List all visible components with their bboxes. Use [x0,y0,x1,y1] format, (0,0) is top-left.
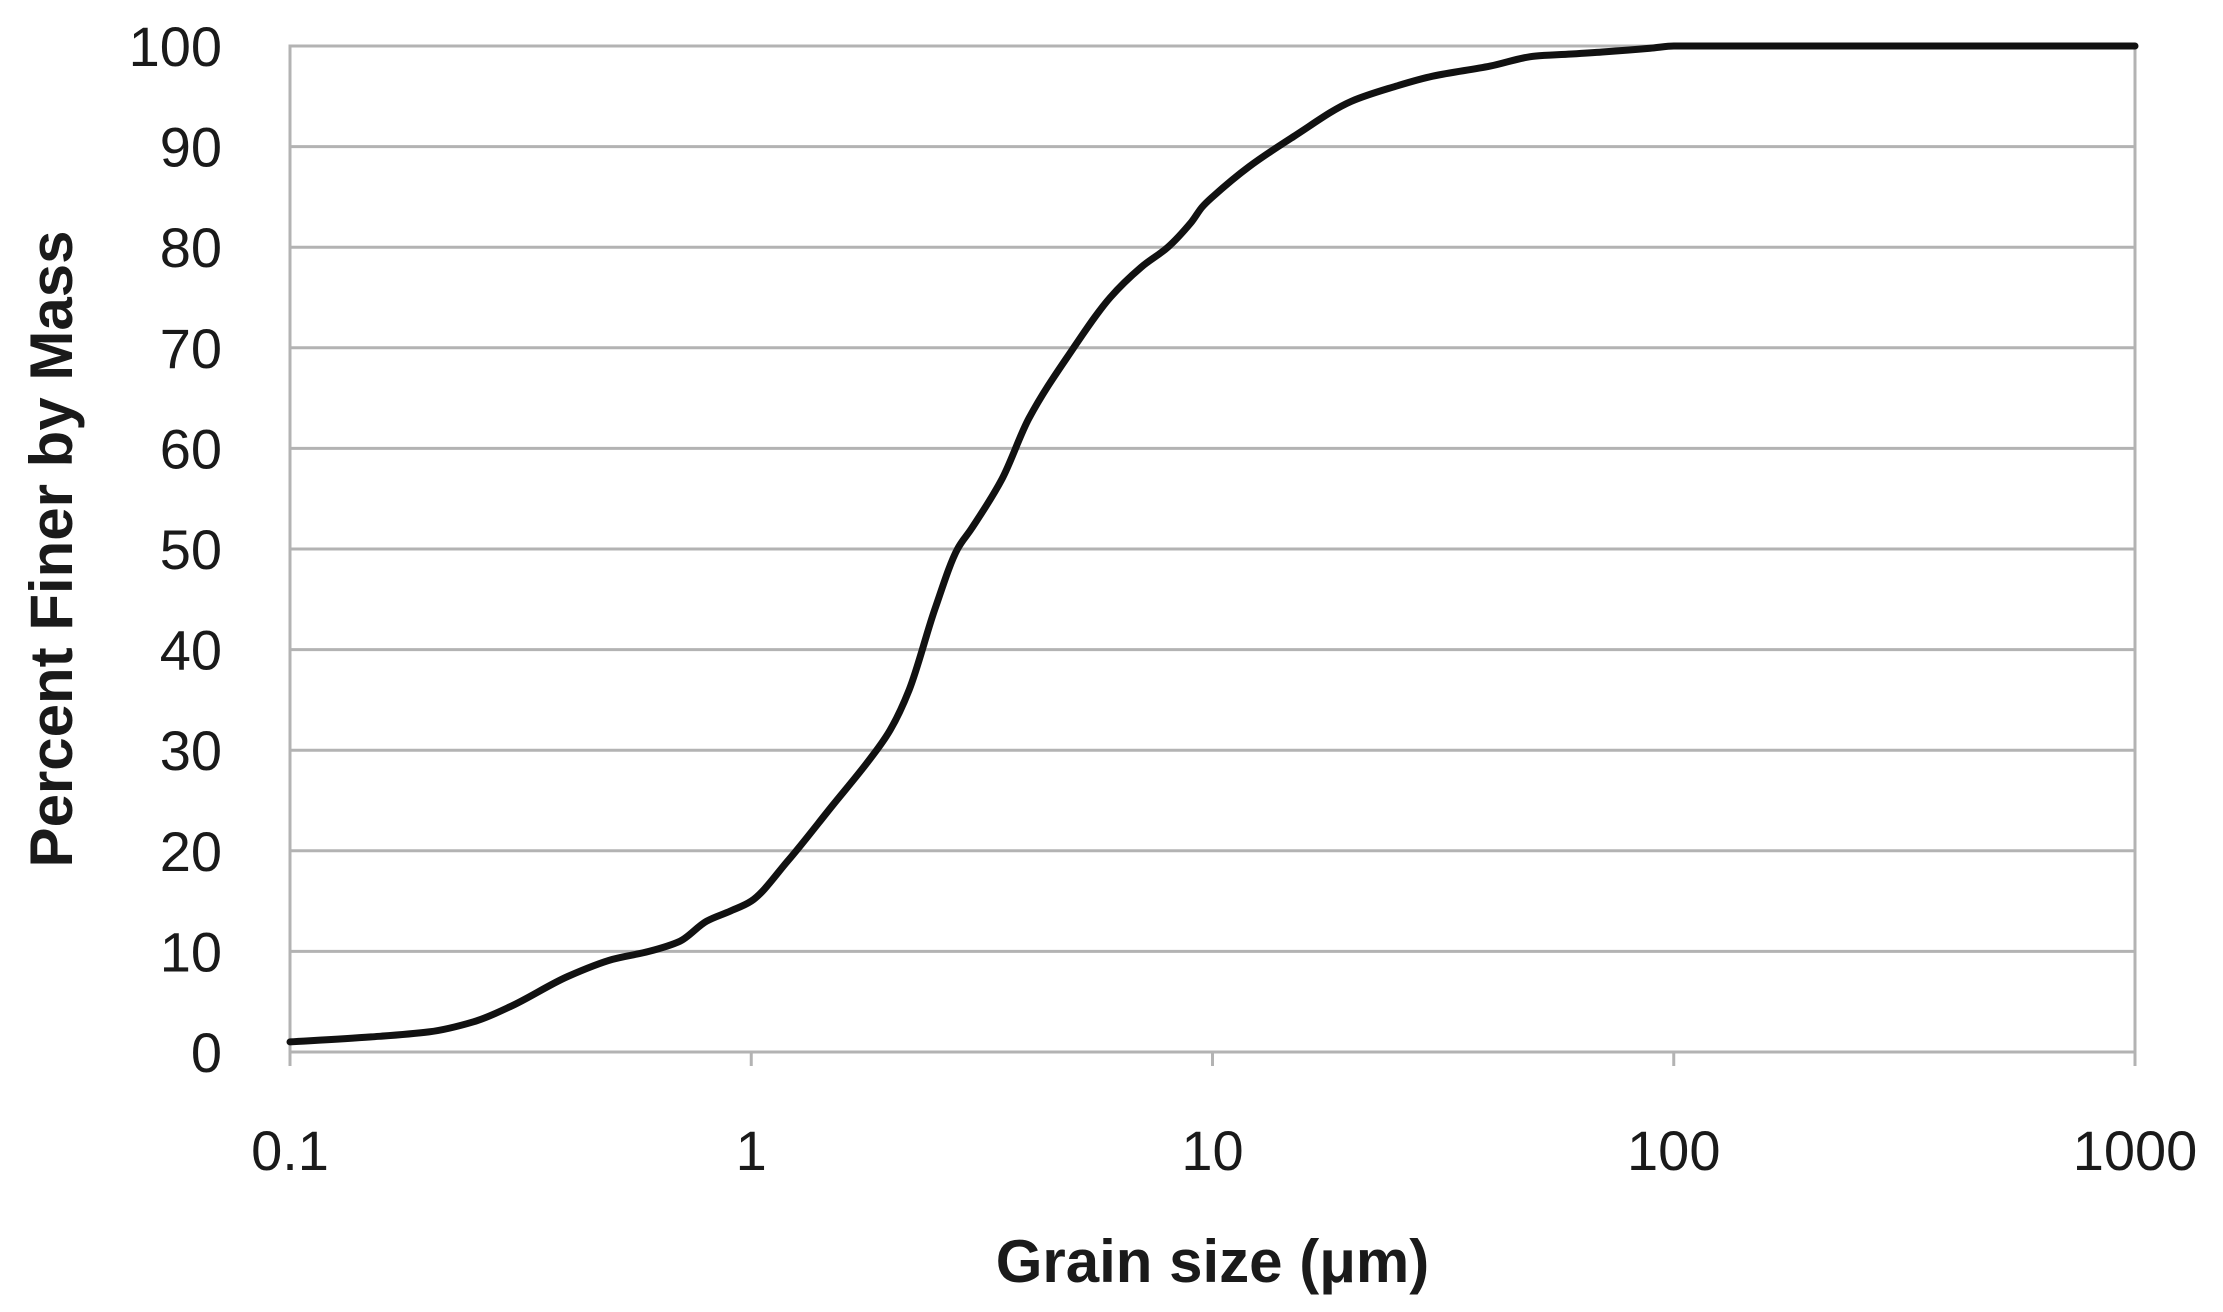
x-tick-label-1000: 1000 [2073,1119,2198,1182]
y-tick-label-70: 70 [160,317,222,380]
y-tick-label-100: 100 [129,15,222,78]
y-tick-label-40: 40 [160,619,222,682]
y-tick-label-10: 10 [160,920,222,983]
x-tick-label-1: 1 [736,1119,767,1182]
y-axis-title: Percent Finer by Mass [18,231,85,868]
y-tick-label-50: 50 [160,518,222,581]
y-tick-label-0: 0 [191,1021,222,1084]
y-tick-label-60: 60 [160,417,222,480]
series-line [286,42,2139,1046]
plot-area-frame [288,44,2137,1054]
x-axis-title: Grain size (μm) [996,1228,1429,1295]
x-tick-label-0.1: 0.1 [251,1119,329,1182]
x-tick-labels: 0.1 1 10 100 1000 [251,1119,2197,1182]
x-tick-label-100: 100 [1627,1119,1720,1182]
y-tick-label-20: 20 [160,820,222,883]
y-tick-labels: 0 10 20 30 40 50 60 70 80 90 100 [129,15,222,1084]
y-tick-label-80: 80 [160,216,222,279]
x-tick-label-10: 10 [1181,1119,1243,1182]
x-tick-marks [288,1052,2137,1066]
y-tick-label-30: 30 [160,719,222,782]
y-tick-label-90: 90 [160,116,222,179]
